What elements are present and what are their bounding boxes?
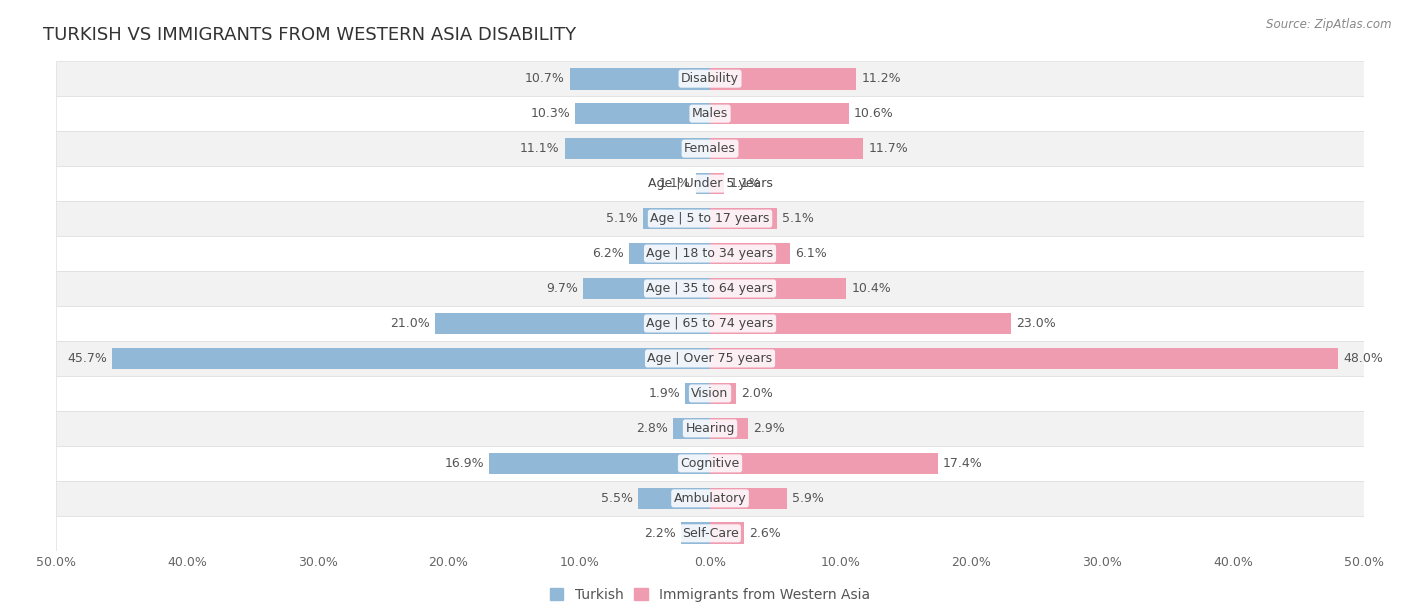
Text: 11.1%: 11.1% xyxy=(520,142,560,155)
Text: 9.7%: 9.7% xyxy=(546,282,578,295)
Text: 2.6%: 2.6% xyxy=(749,527,780,540)
Bar xyxy=(569,68,710,89)
Text: 21.0%: 21.0% xyxy=(391,317,430,330)
Bar xyxy=(710,103,849,124)
Bar xyxy=(696,173,710,195)
Text: Hearing: Hearing xyxy=(685,422,735,435)
Text: Source: ZipAtlas.com: Source: ZipAtlas.com xyxy=(1267,18,1392,31)
Text: Self-Care: Self-Care xyxy=(682,527,738,540)
Bar xyxy=(56,446,1364,481)
Text: 2.9%: 2.9% xyxy=(754,422,785,435)
Text: 10.6%: 10.6% xyxy=(853,107,894,120)
Bar xyxy=(489,452,710,474)
Text: 23.0%: 23.0% xyxy=(1017,317,1056,330)
Bar xyxy=(710,173,724,195)
Text: 5.9%: 5.9% xyxy=(793,492,824,505)
Text: Females: Females xyxy=(685,142,735,155)
Text: 11.7%: 11.7% xyxy=(869,142,908,155)
Text: 48.0%: 48.0% xyxy=(1343,352,1382,365)
Bar xyxy=(56,306,1364,341)
Text: 10.4%: 10.4% xyxy=(851,282,891,295)
Text: TURKISH VS IMMIGRANTS FROM WESTERN ASIA DISABILITY: TURKISH VS IMMIGRANTS FROM WESTERN ASIA … xyxy=(44,26,576,44)
Bar xyxy=(710,207,776,230)
Bar xyxy=(583,278,710,299)
Text: 11.2%: 11.2% xyxy=(862,72,901,85)
Bar xyxy=(685,382,710,405)
Text: 5.5%: 5.5% xyxy=(600,492,633,505)
Bar xyxy=(56,131,1364,166)
Text: Vision: Vision xyxy=(692,387,728,400)
Bar xyxy=(56,61,1364,96)
Bar xyxy=(638,488,710,509)
Bar xyxy=(710,382,737,405)
Bar xyxy=(56,201,1364,236)
Bar xyxy=(673,417,710,439)
Text: Age | Over 75 years: Age | Over 75 years xyxy=(648,352,772,365)
Text: 17.4%: 17.4% xyxy=(943,457,983,470)
Bar xyxy=(710,488,787,509)
Text: Age | Under 5 years: Age | Under 5 years xyxy=(648,177,772,190)
Bar xyxy=(710,348,1337,369)
Bar xyxy=(112,348,710,369)
Text: Males: Males xyxy=(692,107,728,120)
Bar xyxy=(56,96,1364,131)
Bar xyxy=(56,411,1364,446)
Bar xyxy=(628,243,710,264)
Bar xyxy=(644,207,710,230)
Text: Ambulatory: Ambulatory xyxy=(673,492,747,505)
Bar xyxy=(710,138,863,160)
Bar xyxy=(56,236,1364,271)
Bar xyxy=(56,481,1364,516)
Bar xyxy=(710,417,748,439)
Text: 2.0%: 2.0% xyxy=(741,387,773,400)
Text: Age | 5 to 17 years: Age | 5 to 17 years xyxy=(651,212,769,225)
Bar xyxy=(710,278,846,299)
Text: 6.2%: 6.2% xyxy=(592,247,624,260)
Text: 2.2%: 2.2% xyxy=(644,527,676,540)
Text: Age | 18 to 34 years: Age | 18 to 34 years xyxy=(647,247,773,260)
Bar xyxy=(710,313,1011,334)
Text: 10.7%: 10.7% xyxy=(524,72,565,85)
Bar xyxy=(710,523,744,544)
Legend: Turkish, Immigrants from Western Asia: Turkish, Immigrants from Western Asia xyxy=(544,583,876,608)
Text: Age | 35 to 64 years: Age | 35 to 64 years xyxy=(647,282,773,295)
Bar xyxy=(710,452,938,474)
Text: 6.1%: 6.1% xyxy=(794,247,827,260)
Text: 1.9%: 1.9% xyxy=(648,387,681,400)
Bar xyxy=(56,166,1364,201)
Bar xyxy=(575,103,710,124)
Text: 2.8%: 2.8% xyxy=(637,422,668,435)
Bar xyxy=(56,271,1364,306)
Text: 10.3%: 10.3% xyxy=(530,107,569,120)
Text: 45.7%: 45.7% xyxy=(67,352,107,365)
Text: 5.1%: 5.1% xyxy=(782,212,814,225)
Text: 5.1%: 5.1% xyxy=(606,212,638,225)
Text: Age | 65 to 74 years: Age | 65 to 74 years xyxy=(647,317,773,330)
Bar xyxy=(682,523,710,544)
Text: Cognitive: Cognitive xyxy=(681,457,740,470)
Bar xyxy=(56,376,1364,411)
Bar xyxy=(565,138,710,160)
Bar xyxy=(710,68,856,89)
Bar xyxy=(56,516,1364,551)
Bar xyxy=(56,341,1364,376)
Bar xyxy=(710,243,790,264)
Text: Disability: Disability xyxy=(681,72,740,85)
Text: 1.1%: 1.1% xyxy=(658,177,690,190)
Bar xyxy=(436,313,710,334)
Text: 1.1%: 1.1% xyxy=(730,177,762,190)
Text: 16.9%: 16.9% xyxy=(444,457,484,470)
